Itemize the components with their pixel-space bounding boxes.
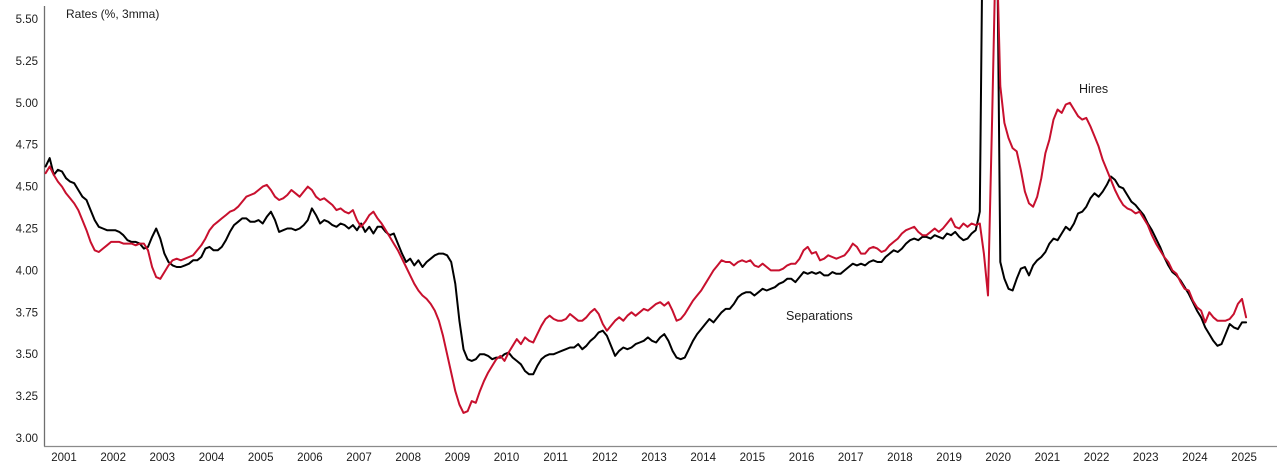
x-tick-label: 2012	[592, 452, 618, 464]
x-tick-label: 2024	[1182, 452, 1208, 464]
plot-area	[44, 0, 1248, 414]
x-tick-label: 2009	[445, 452, 471, 464]
y-tick-label: 5.25	[16, 56, 38, 68]
chart-title: Rates (%, 3mma)	[66, 7, 159, 21]
x-tick-label: 2005	[248, 452, 274, 464]
y-tick-label: 5.50	[16, 14, 38, 26]
x-tick-label: 2023	[1133, 452, 1159, 464]
x-tick-label: 2015	[740, 452, 766, 464]
y-tick-label: 4.75	[16, 140, 38, 152]
y-tick-label: 3.25	[16, 391, 38, 403]
x-tick-label: 2021	[1035, 452, 1061, 464]
x-axis-tick-labels: 2001 2002 2003 2004 2005 2006 2007 2008 2009 2010…	[51, 452, 1257, 464]
x-tick-label: 2007	[346, 452, 372, 464]
x-tick-label: 2020	[985, 452, 1011, 464]
y-axis-tick-labels: 3.00 3.25 3.50 3.75 4.00 4.25 4.50 4.75 5.00 5.25…	[16, 14, 38, 445]
x-tick-label: 2025	[1231, 452, 1257, 464]
x-tick-label: 2014	[690, 452, 716, 464]
y-tick-label: 4.00	[16, 265, 38, 277]
x-tick-label: 2003	[150, 452, 176, 464]
x-tick-label: 2001	[51, 452, 77, 464]
x-tick-label: 2010	[494, 452, 520, 464]
x-tick-label: 2002	[100, 452, 126, 464]
separations-line	[44, 0, 1248, 376]
x-tick-label: 2018	[887, 452, 913, 464]
x-tick-label: 2011	[543, 452, 568, 464]
x-tick-label: 2004	[199, 452, 225, 464]
x-tick-label: 2016	[789, 452, 815, 464]
y-tick-label: 4.50	[16, 182, 38, 194]
y-tick-label: 3.75	[16, 307, 38, 319]
x-tick-label: 2019	[936, 452, 962, 464]
y-tick-label: 4.25	[16, 224, 38, 236]
x-tick-label: 2008	[395, 452, 421, 464]
y-tick-label: 5.00	[16, 98, 38, 110]
y-tick-label: 3.00	[16, 433, 38, 445]
x-tick-label: 2022	[1084, 452, 1110, 464]
hires-line	[44, 0, 1248, 414]
x-tick-label: 2017	[838, 452, 864, 464]
separations-series-label: Separations	[786, 309, 853, 323]
y-tick-label: 3.50	[16, 349, 38, 361]
hires-series-label: Hires	[1079, 82, 1108, 96]
x-tick-label: 2006	[297, 452, 323, 464]
x-tick-label: 2013	[641, 452, 667, 464]
